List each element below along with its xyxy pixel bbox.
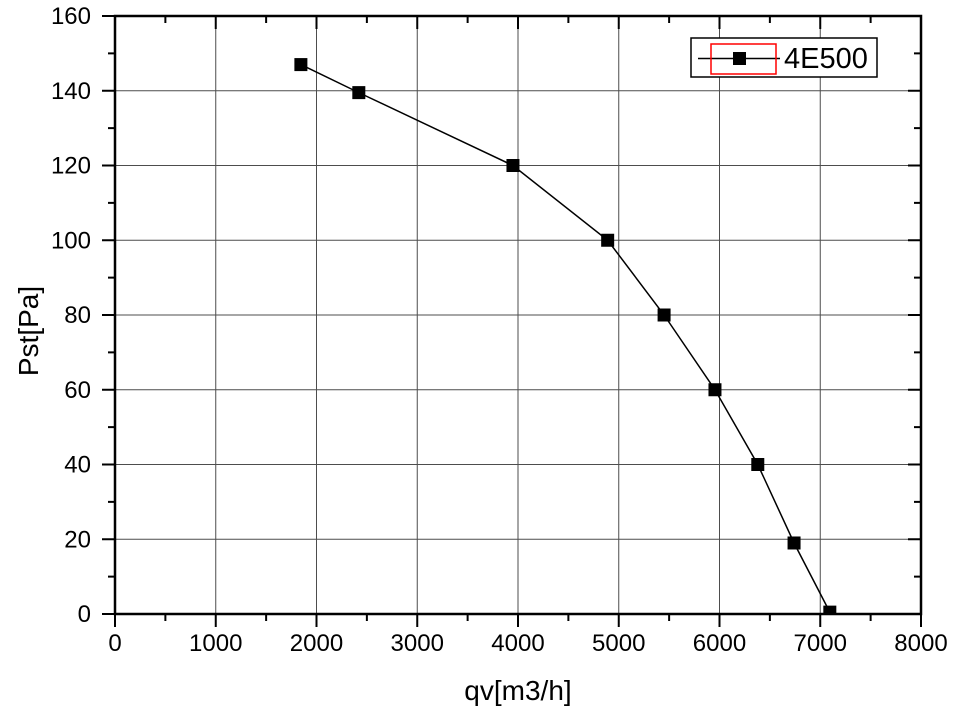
y-tick-label: 160	[51, 3, 91, 30]
data-point-marker[interactable]	[506, 159, 520, 172]
x-tick-label: 3000	[391, 630, 444, 657]
data-point-marker[interactable]	[601, 233, 615, 247]
data-point-marker[interactable]	[787, 536, 801, 550]
data-point-marker[interactable]	[294, 58, 308, 72]
legend-label: 4E500	[784, 43, 868, 75]
y-tick-label: 80	[64, 302, 91, 329]
y-tick-label: 60	[64, 377, 91, 404]
y-tick-label: 140	[51, 78, 91, 105]
legend[interactable]: 4E500	[690, 37, 878, 78]
y-tick-label: 0	[78, 601, 91, 628]
tick-labels: 0 1000 2000 3000 4000 5000 6000 7000 8000 0 20 40 60…	[51, 3, 948, 657]
x-tick-label: 7000	[794, 630, 847, 657]
data-point-marker[interactable]	[751, 458, 765, 471]
legend-selection-box[interactable]	[710, 43, 777, 75]
data-point-marker[interactable]	[352, 86, 366, 100]
y-tick-label: 100	[51, 227, 91, 254]
y-tick-label: 40	[64, 452, 91, 479]
gridlines	[115, 16, 921, 614]
y-tick-label: 120	[51, 153, 91, 180]
x-tick-label: 6000	[693, 630, 746, 657]
series-line[interactable]	[300, 63, 831, 613]
legend-marker-sample	[733, 52, 746, 65]
x-tick-label: 0	[108, 630, 121, 657]
data-point-marker[interactable]	[708, 383, 722, 397]
y-tick-label: 20	[64, 526, 91, 553]
x-tick-label: 1000	[189, 630, 242, 657]
x-tick-label: 8000	[894, 630, 947, 657]
x-axis-title: qv[m3/h]	[464, 675, 571, 706]
y-axis-title: Pst[Pa]	[13, 286, 44, 376]
x-tick-label: 5000	[592, 630, 645, 657]
series-group[interactable]	[294, 58, 837, 619]
x-tick-label: 4000	[491, 630, 544, 657]
x-tick-label: 2000	[290, 630, 343, 657]
data-point-marker[interactable]	[823, 605, 837, 619]
data-point-marker[interactable]	[657, 308, 671, 322]
axis-ticks	[102, 15, 922, 627]
